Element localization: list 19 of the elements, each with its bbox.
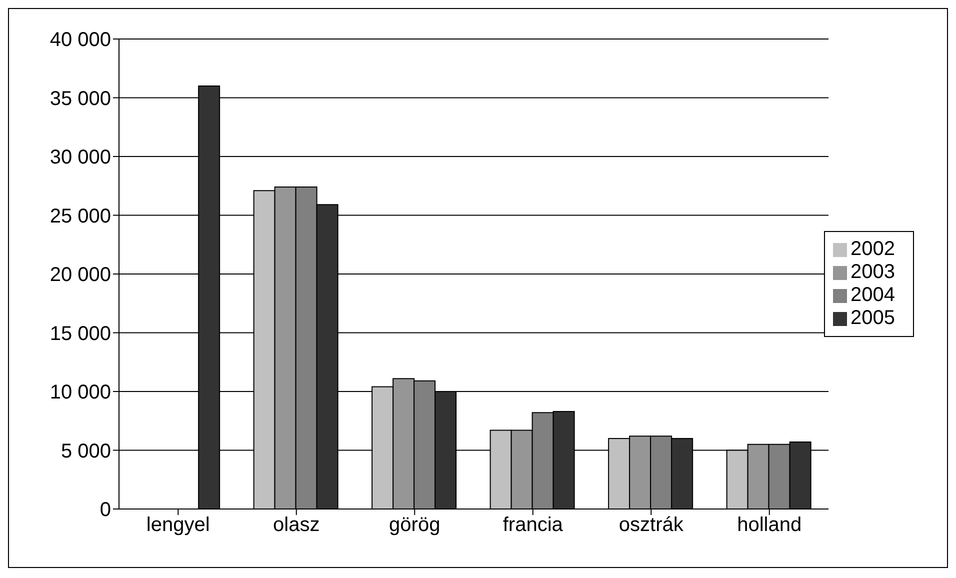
legend-label: 2005	[850, 307, 895, 329]
legend-label: 2004	[850, 284, 895, 306]
x-tick-label: olasz	[273, 514, 320, 536]
y-tick-label: 5 000	[60, 440, 111, 462]
x-tick-label: francia	[502, 514, 564, 536]
y-tick-label: 20 000	[50, 264, 111, 286]
y-tick-label: 35 000	[50, 88, 111, 110]
y-tick-label: 25 000	[50, 205, 111, 228]
x-tick-label: lengyel	[146, 514, 210, 536]
x-tick-label: osztrák	[618, 514, 684, 536]
x-tick-label: görög	[389, 514, 440, 536]
y-tick-label: 30 000	[50, 146, 111, 169]
y-tick-label: 40 000	[50, 29, 111, 52]
y-tick-label: 15 000	[50, 322, 111, 345]
legend-label: 2003	[850, 261, 895, 283]
y-tick-label: 0	[100, 499, 111, 522]
y-tick-label: 10 000	[50, 382, 111, 404]
legend-label: 2002	[850, 238, 895, 260]
x-tick-label: holland	[737, 514, 802, 536]
